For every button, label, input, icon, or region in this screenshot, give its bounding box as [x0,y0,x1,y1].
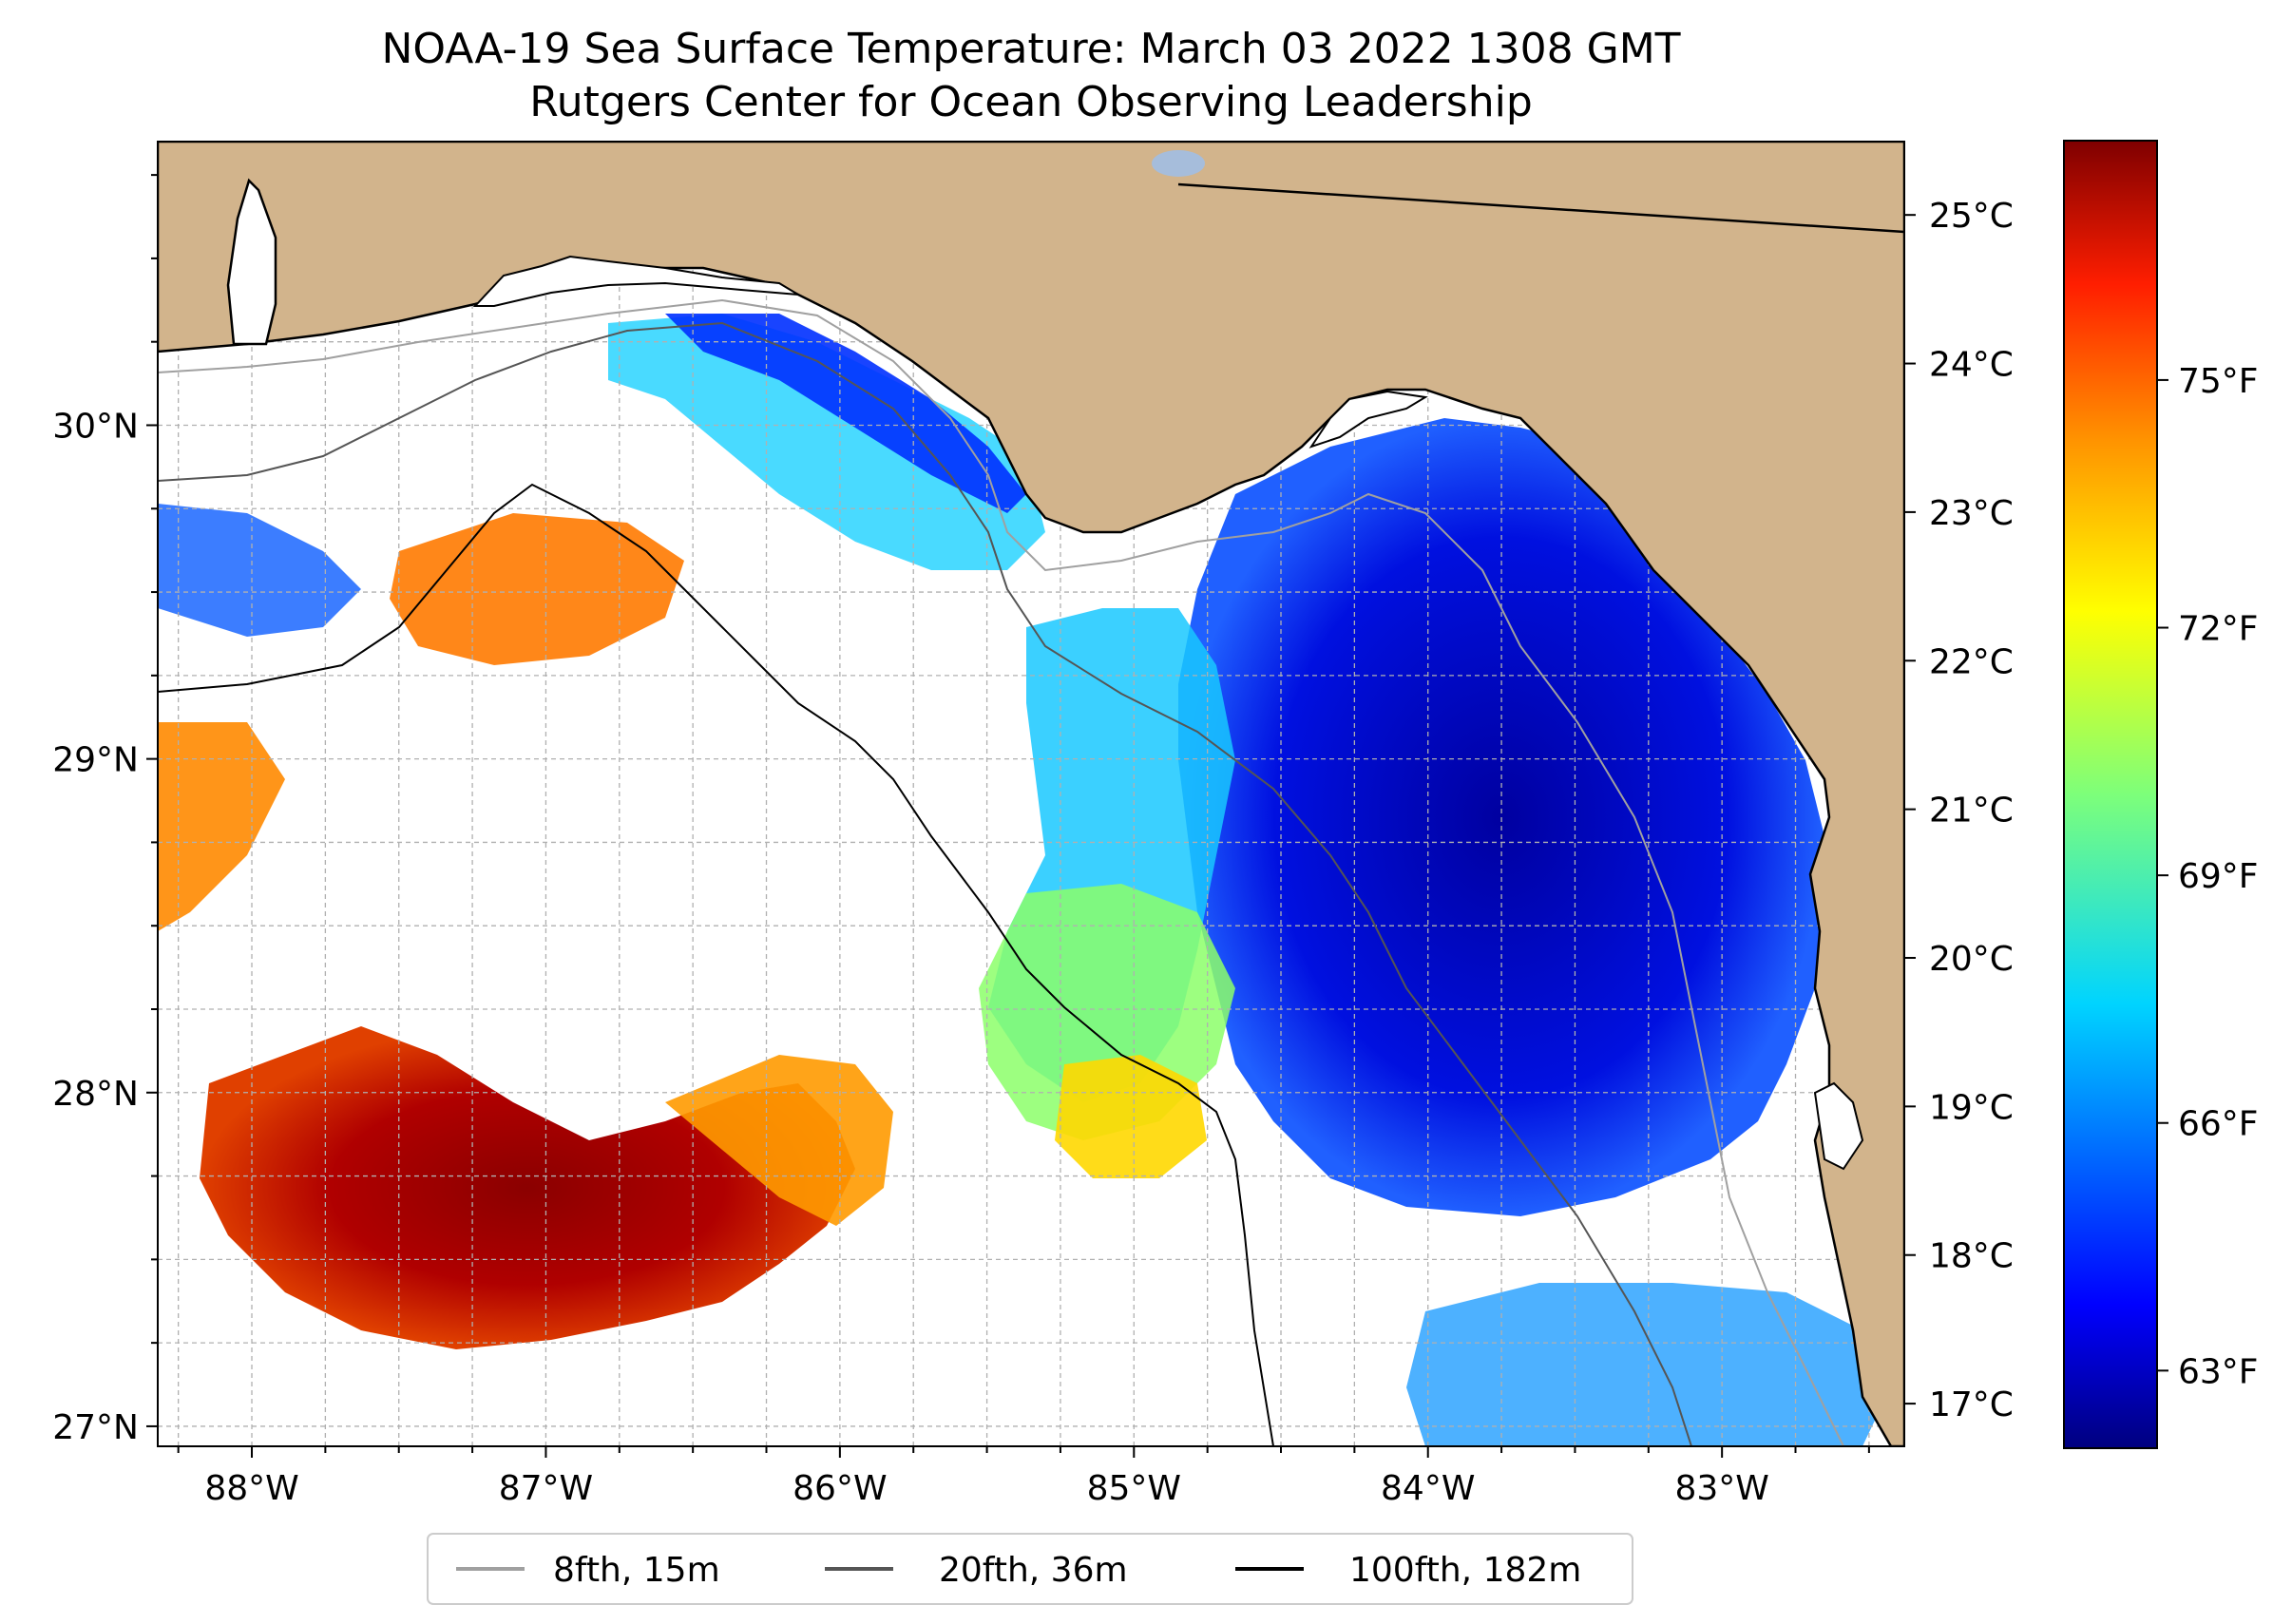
mobile-bay [226,178,277,346]
lon-tick-label: 88°W [204,1469,298,1508]
isobath-contours [158,298,1844,1446]
isobath-20fth-36m [158,321,1692,1446]
colorbar-fahrenheit-axis: 63°F 66°F 69°F 72°F 75°F [2157,362,2259,1391]
fahrenheit-tick-label: 63°F [2178,1352,2259,1391]
celsius-tick-label: 19°C [1929,1088,2014,1127]
lon-tick-label: 86°W [793,1469,887,1508]
panhandle-bays [472,255,799,307]
lat-tick-label: 30°N [52,407,139,446]
lat-tick-label: 27°N [52,1408,139,1447]
latitude-axis: 27°N 28°N 29°N 30°N [52,174,158,1447]
state-boundary [1177,182,1904,234]
fahrenheit-tick-label: 69°F [2178,857,2259,896]
fahrenheit-tick-label: 72°F [2178,610,2259,649]
sst-southeast-cyan [1406,1283,1881,1446]
isobath-100fth-182m [158,483,1274,1446]
sst-northern-coastal-band [608,314,1045,570]
celsius-tick-label: 24°C [1929,346,2014,385]
map-panel [158,142,1904,1446]
lon-tick-label: 83°W [1674,1469,1768,1508]
lon-tick-label: 85°W [1087,1469,1181,1508]
sst-southwest-orange-rim [665,1055,893,1226]
sst-west-warm-patch [158,722,285,931]
colorbar-gradient [2063,140,2158,1449]
legend-label-8fth: 8fth, 15m [553,1551,720,1590]
sst-northern-coastal-blue [665,314,1026,513]
tampa-bay [1813,1081,1864,1171]
lat-tick-label: 28°N [52,1075,139,1114]
lat-tick-label: 29°N [52,741,139,780]
sst-west-coastal-patch [158,504,361,637]
land-layer [158,142,1904,1446]
isobath-legend: 8fth, 15m 20fth, 36m 100fth, 182m [427,1533,1633,1605]
longitude-axis: 88°W 87°W 86°W 85°W 84°W 83°W [177,1446,1870,1508]
legend-label-100fth: 100fth, 182m [1349,1551,1581,1590]
lon-tick-label: 84°W [1381,1469,1475,1508]
apalachee-bay [1308,390,1428,449]
legend-label-20fth: 20fth, 36m [939,1551,1128,1590]
celsius-tick-label: 25°C [1929,197,2014,236]
isobath-8fth-15m [158,298,1844,1446]
colorbar: 17°C 18°C 19°C 20°C 21°C 22°C 23°C 24°C 25°C 63°… [1904,140,2259,1449]
celsius-tick-label: 23°C [1929,494,2014,533]
map-frame [157,141,1905,1447]
celsius-tick-label: 20°C [1929,940,2014,979]
sst-southwest-warm-pool [200,1026,855,1349]
celsius-tick-label: 17°C [1929,1385,2014,1424]
title-line-2: Rutgers Center for Ocean Observing Leade… [529,78,1533,126]
colorbar-celsius-axis: 17°C 18°C 19°C 20°C 21°C 22°C 23°C 24°C 25°C [1904,197,2014,1424]
celsius-tick-label: 18°C [1929,1237,2014,1276]
fahrenheit-tick-label: 75°F [2178,362,2259,401]
celsius-tick-label: 22°C [1929,642,2014,681]
sst-yellow-region [1055,1055,1207,1178]
title-line-1: NOAA-19 Sea Surface Temperature: March 0… [381,25,1680,73]
fahrenheit-tick-label: 66°F [2178,1105,2259,1144]
legend-box [427,1533,1633,1605]
celsius-tick-label: 21°C [1929,792,2014,831]
lon-tick-label: 87°W [499,1469,593,1508]
inland-lake [1152,150,1205,177]
